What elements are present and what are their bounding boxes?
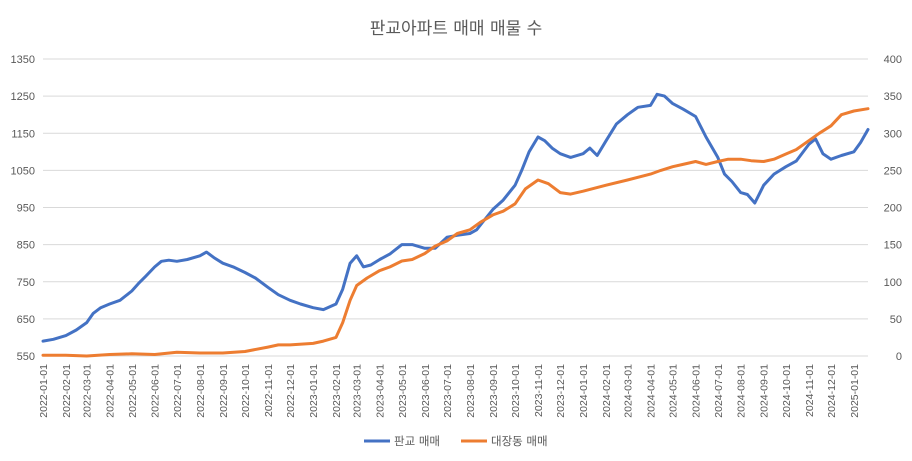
left-axis-ticks: 550 650 750 850 950 1050 1150 1250 1350: [11, 54, 35, 363]
x-axis-tick-label: 2022-12-01: [285, 364, 297, 418]
x-axis-tick-label: 2022-11-01: [263, 364, 275, 417]
x-axis-tick-label: 2023-12-01: [555, 364, 567, 418]
x-axis-tick-label: 2023-07-01: [442, 364, 454, 418]
left-axis-tick-label: 1250: [11, 91, 35, 103]
x-axis-tick-label: 2024-03-01: [623, 364, 635, 418]
gridlines: [43, 58, 868, 357]
left-axis-tick-label: 650: [17, 314, 35, 326]
x-axis-tick-label: 2024-07-01: [713, 364, 725, 418]
right-axis-tick-label: 0: [896, 351, 902, 363]
left-axis-tick-label: 750: [17, 277, 35, 289]
legend-label-1: 판교 매매: [394, 434, 440, 448]
x-axis-tick-label: 2022-02-01: [61, 364, 73, 418]
left-axis-tick-label: 1050: [11, 165, 35, 177]
right-axis-tick-label: 50: [890, 314, 902, 326]
x-axis-tick-label: 2022-04-01: [105, 364, 117, 418]
x-axis-tick-label: 2023-08-01: [465, 364, 477, 418]
x-axis-tick-label: 2024-09-01: [759, 364, 771, 418]
right-axis-tick-label: 200: [884, 203, 902, 215]
series-line-2: [41, 107, 870, 358]
x-axis-tick-label: 2025-01-01: [849, 364, 861, 418]
legend: 판교 매매 대장동 매매: [364, 434, 548, 448]
x-axis-tick-label: 2024-06-01: [691, 364, 703, 418]
x-axis-tick-label: 2024-08-01: [736, 364, 748, 418]
x-axis-tick-label: 2023-02-01: [331, 364, 343, 418]
x-axis-tick-label: 2023-04-01: [375, 364, 387, 418]
x-axis-tick-label: 2024-11-01: [804, 364, 816, 417]
chart-title: 판교아파트 매매 매물 수: [370, 19, 543, 39]
x-axis-tick-label: 2023-09-01: [488, 364, 500, 418]
left-axis-tick-label: 1350: [11, 54, 35, 66]
x-axis-tick-label: 2022-09-01: [218, 364, 230, 418]
x-axis-tick-label: 2024-01-01: [578, 364, 590, 418]
legend-label-2: 대장동 매매: [491, 434, 548, 448]
x-axis-tick-label: 2023-10-01: [510, 364, 522, 418]
x-axis-tick-label: 2024-05-01: [668, 364, 680, 418]
x-axis-tick-label: 2022-06-01: [150, 364, 162, 418]
left-axis-tick-label: 550: [17, 351, 35, 363]
x-axis-tick-label: 2022-08-01: [195, 364, 207, 418]
x-axis-tick-label: 2022-07-01: [172, 364, 184, 418]
x-axis-tick-label: 2022-10-01: [240, 364, 252, 418]
x-axis-tick-label: 2023-03-01: [352, 364, 364, 418]
right-axis-tick-label: 350: [884, 91, 902, 103]
left-axis-tick-label: 1150: [11, 128, 35, 140]
x-axis-tick-label: 2023-01-01: [308, 364, 320, 418]
right-axis-tick-label: 300: [884, 128, 902, 140]
x-axis-tick-label: 2024-04-01: [645, 364, 657, 418]
x-axis-tick-label: 2024-02-01: [601, 364, 613, 418]
series-line-1: [41, 92, 870, 343]
series-lines: [41, 92, 870, 358]
x-axis-tick-label: 2024-10-01: [781, 364, 793, 418]
x-axis-tick-label: 2022-01-01: [38, 364, 50, 418]
x-axis-tick-label: 2023-06-01: [420, 364, 432, 418]
right-axis-tick-label: 100: [884, 277, 902, 289]
x-axis-tick-label: 2023-05-01: [397, 364, 409, 418]
right-axis-tick-label: 400: [884, 54, 902, 66]
left-axis-tick-label: 950: [17, 203, 35, 215]
x-axis-tick-label: 2023-11-01: [533, 364, 545, 417]
x-axis-tick-label: 2022-03-01: [82, 364, 94, 418]
right-axis-tick-label: 150: [884, 240, 902, 252]
right-axis-tick-label: 250: [884, 165, 902, 177]
x-axis-tick-label: 2022-05-01: [127, 364, 139, 418]
left-axis-tick-label: 850: [17, 240, 35, 252]
right-axis-ticks: 0 50 100 150 200 250 300 350 400: [884, 54, 902, 363]
x-axis-tick-label: 2024-12-01: [826, 364, 838, 418]
x-axis-ticks: 2022-01-01 2022-02-01 2022-03-01 2022-04-01…: [38, 364, 861, 418]
